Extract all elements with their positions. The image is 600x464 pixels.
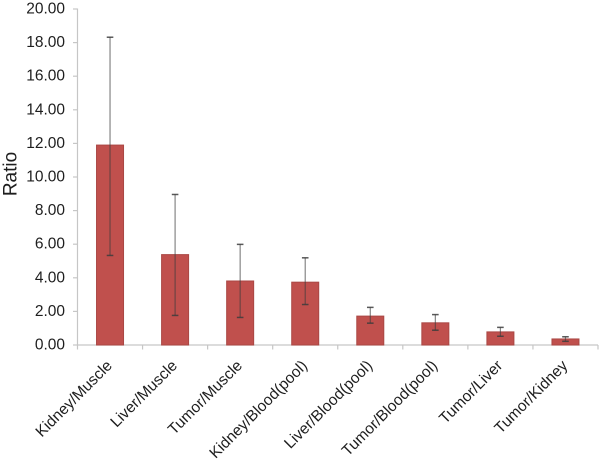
y-tick-label-8-00: 8.00 (35, 202, 66, 219)
y-axis-title: Ratio (1, 152, 22, 196)
y-tick-label-4-00: 4.00 (35, 269, 66, 286)
x-label-liver-muscle: Liver/Muscle (107, 357, 181, 431)
x-label-tumor-liver: Tumor/Liver (436, 357, 506, 427)
y-tick-label-10-00: 10.00 (26, 169, 65, 186)
y-tick-label-12-00: 12.00 (26, 135, 65, 152)
y-tick-label-6-00: 6.00 (35, 236, 66, 253)
y-tick-label-14-00: 14.00 (26, 101, 65, 118)
y-tick-label-16-00: 16.00 (26, 68, 65, 85)
y-tick-label-0-00: 0.00 (35, 337, 66, 354)
y-tick-label-20-00: 20.00 (26, 1, 65, 18)
x-label-kidney-muscle: Kidney/Muscle (33, 357, 116, 440)
y-tick-label-2-00: 2.00 (35, 303, 66, 320)
y-tick-label-18-00: 18.00 (26, 34, 65, 51)
